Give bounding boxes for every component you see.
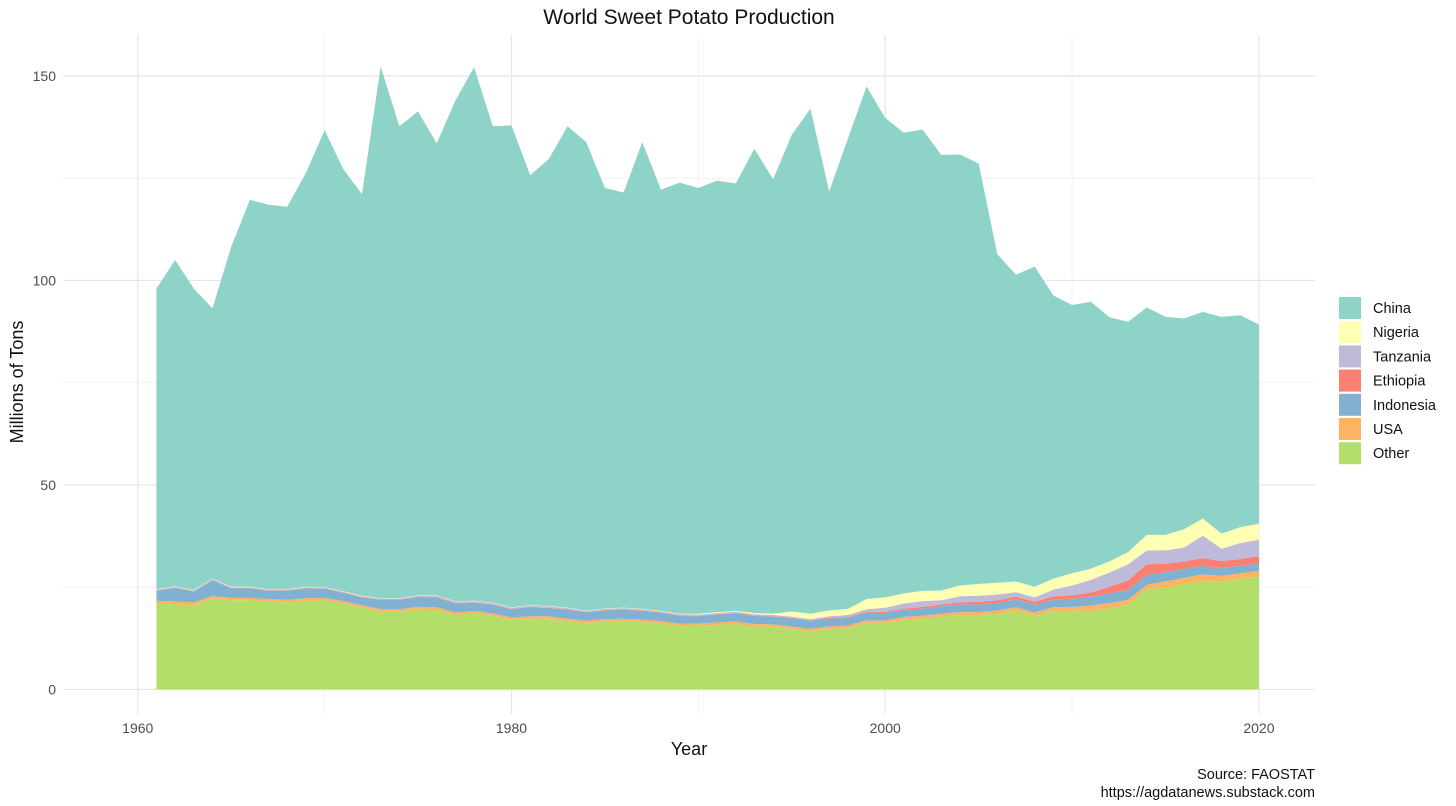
area-other [156,576,1259,690]
area-indonesia [156,563,1259,629]
area-china [156,66,1259,614]
legend-swatch-other [1339,442,1361,465]
legend-swatch-tanzania [1339,345,1361,368]
legend-swatch-nigeria [1339,321,1361,344]
x-axis-ticks: 1960 1980 2000 2020 [122,720,1275,736]
caption-source: Source: FAOSTAT [1197,767,1315,783]
y-tick-label: 150 [33,68,57,84]
legend-swatch-china [1339,297,1361,319]
legend-label-china: China [1373,301,1412,317]
legend-swatch-ethiopia [1339,369,1361,392]
legend-swatch-usa [1339,418,1361,440]
x-axis-label: Year [671,739,707,759]
x-tick-label: 2000 [870,720,901,736]
x-tick-label: 1960 [122,720,153,736]
area-tanzania [156,535,1259,621]
legend-label-other: Other [1373,446,1409,462]
y-axis-ticks: 0 50 100 150 [33,68,57,698]
chart-title: World Sweet Potato Production [543,6,834,29]
area-layers [156,66,1259,690]
y-axis-label: Millions of Tons [7,321,27,444]
legend-label-nigeria: Nigeria [1373,325,1420,341]
x-tick-label: 1980 [496,720,527,736]
legend-label-tanzania: Tanzania [1373,349,1432,365]
legend-label-ethiopia: Ethiopia [1373,374,1426,390]
y-tick-label: 0 [48,681,56,697]
legend-label-indonesia: Indonesia [1373,398,1437,414]
legend: China Nigeria Tanzania Ethiopia Indonesia USA… [1339,297,1437,465]
caption-url: https://agdatanews.substack.com [1101,785,1315,801]
legend-swatch-indonesia [1339,393,1361,416]
legend-label-usa: USA [1373,422,1403,438]
x-tick-label: 2020 [1243,720,1274,736]
y-tick-label: 100 [33,272,57,288]
area-nigeria [156,518,1259,620]
y-tick-label: 50 [40,477,56,493]
